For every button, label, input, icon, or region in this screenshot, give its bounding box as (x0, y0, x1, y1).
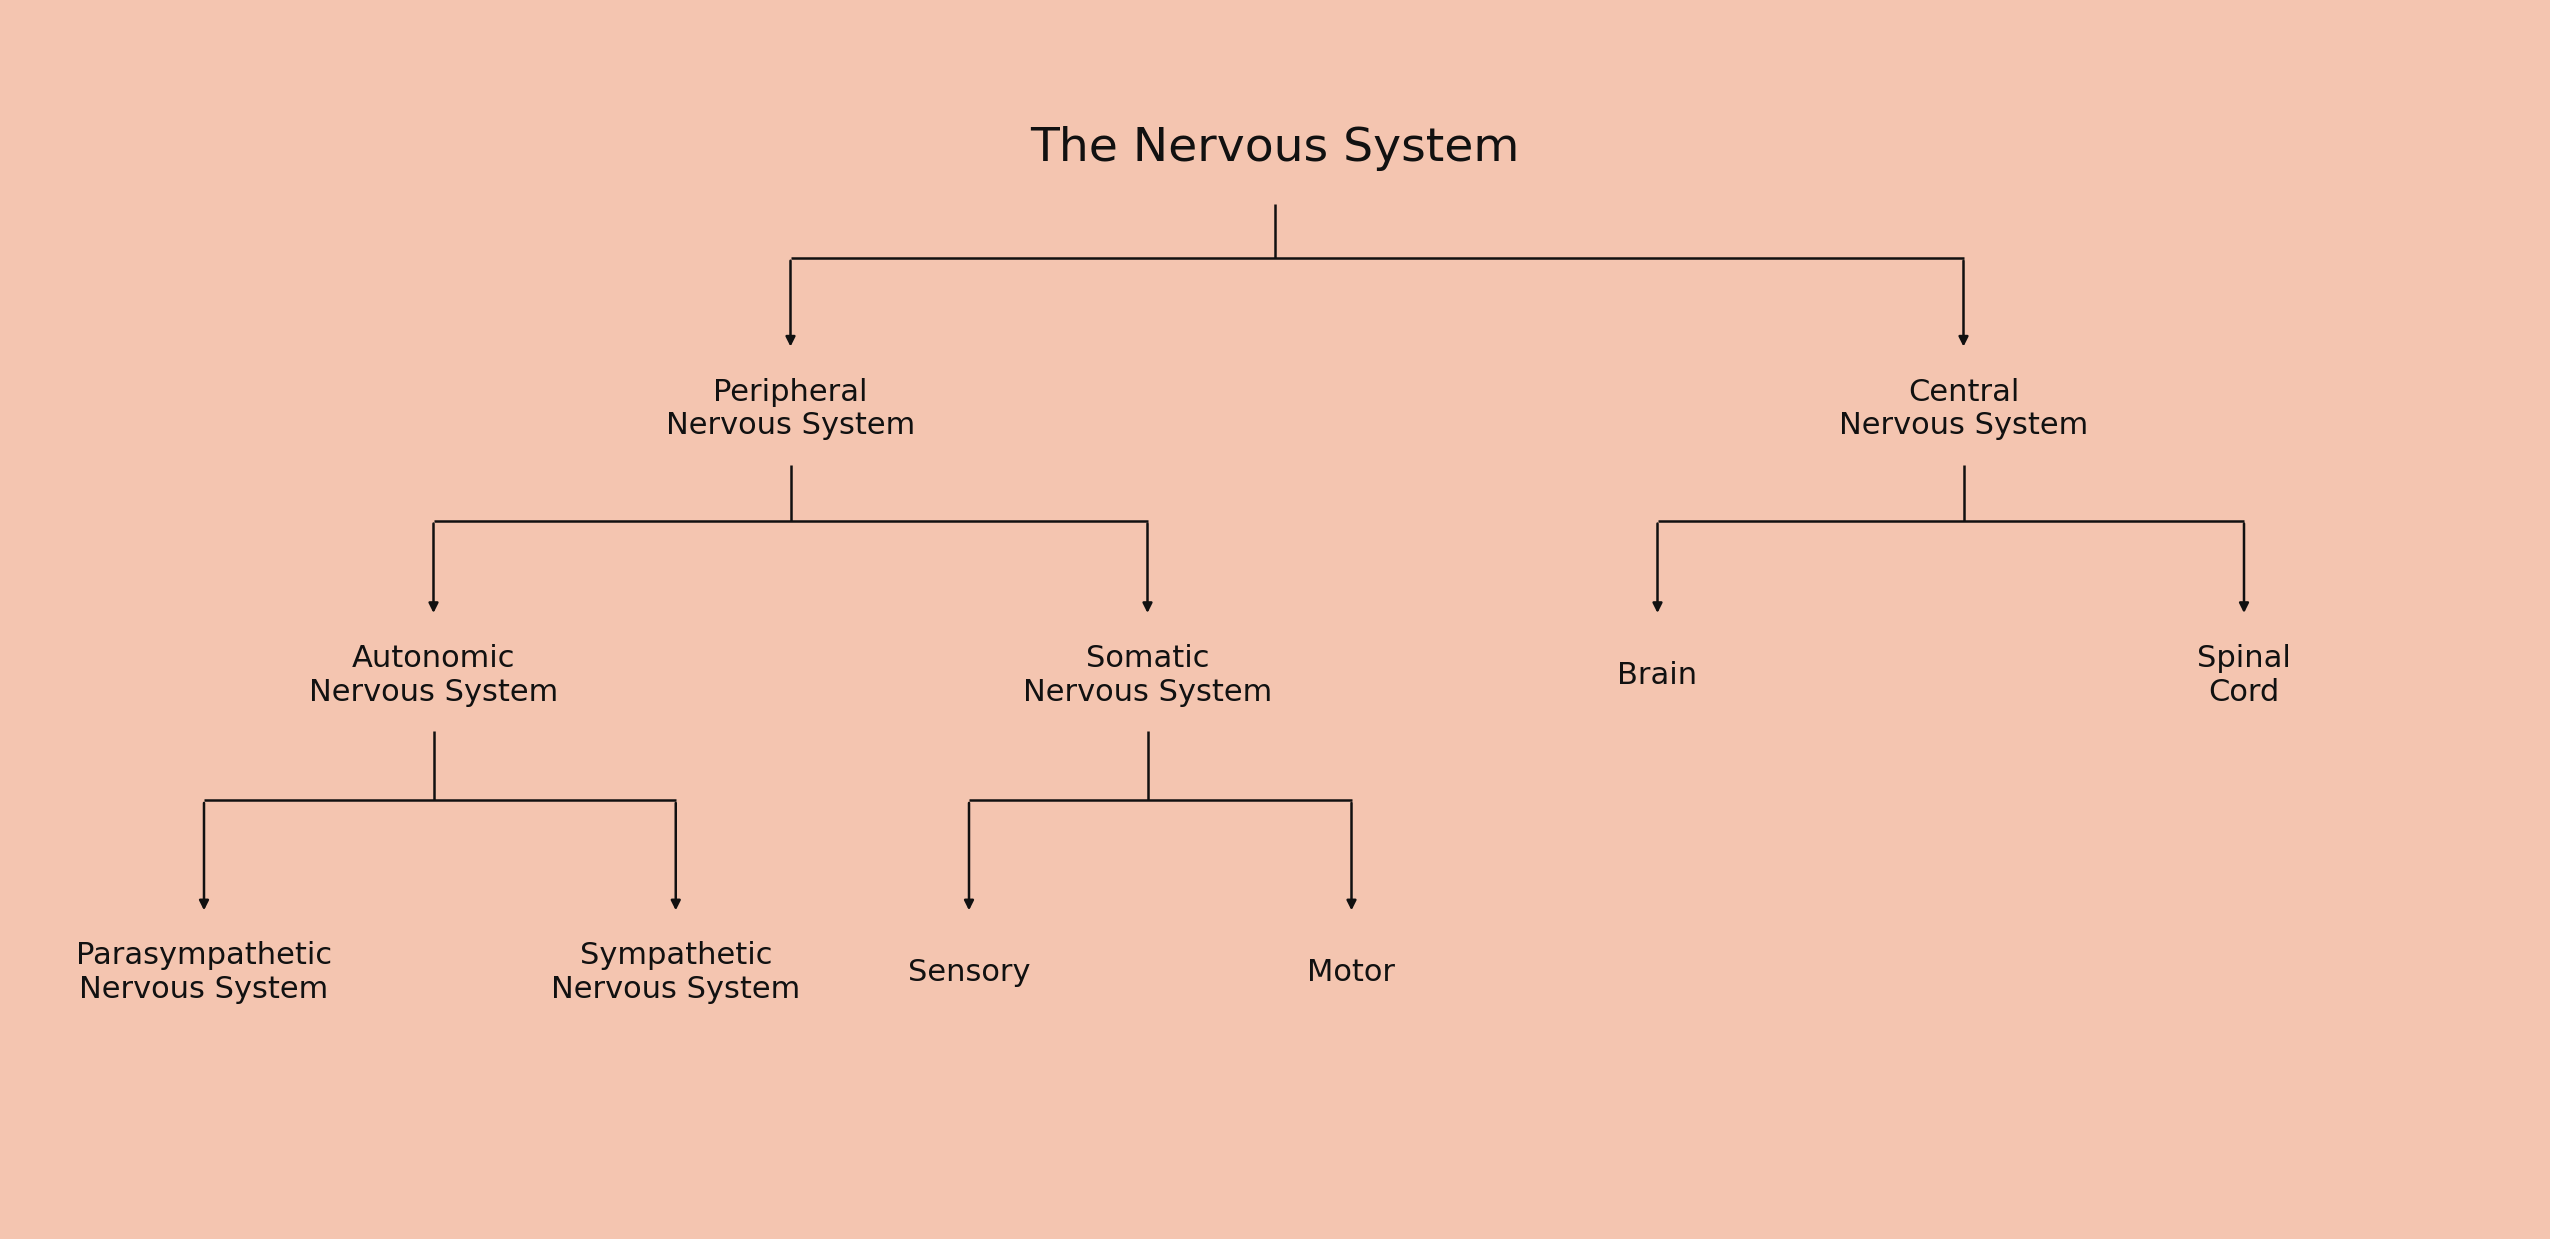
Text: Sensory: Sensory (908, 958, 1030, 987)
Text: Spinal
Cord: Spinal Cord (2198, 644, 2290, 706)
Text: Motor: Motor (1308, 958, 1395, 987)
Text: Parasympathetic
Nervous System: Parasympathetic Nervous System (76, 942, 332, 1004)
Text: Brain: Brain (1617, 660, 1698, 690)
Text: Somatic
Nervous System: Somatic Nervous System (1023, 644, 1272, 706)
Text: Sympathetic
Nervous System: Sympathetic Nervous System (551, 942, 801, 1004)
Text: Autonomic
Nervous System: Autonomic Nervous System (309, 644, 558, 706)
Text: Peripheral
Nervous System: Peripheral Nervous System (666, 378, 915, 440)
Text: Central
Nervous System: Central Nervous System (1839, 378, 2088, 440)
Text: The Nervous System: The Nervous System (1030, 126, 1520, 171)
